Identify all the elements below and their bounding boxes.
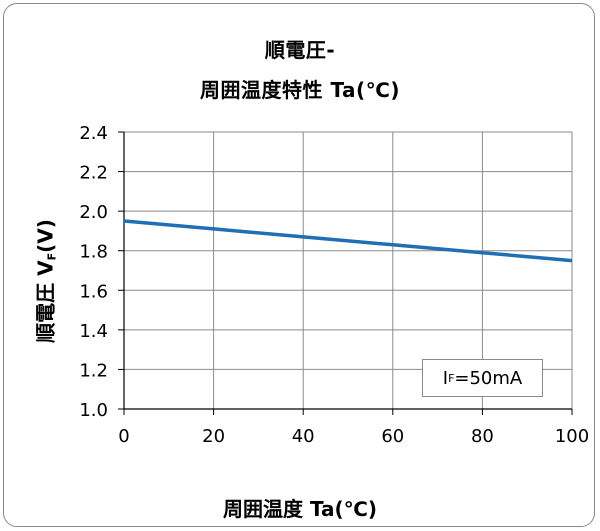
y-tick-label: 1.0 [79, 400, 108, 421]
y-tick-label: 1.4 [79, 321, 108, 342]
x-tick-label: 60 [381, 426, 404, 447]
y-tick-label: 1.2 [79, 360, 108, 381]
y-tick-label: 2.4 [79, 123, 108, 144]
annotation-box: I F =50mA [422, 359, 543, 397]
chart-title-line1: 順電圧- [264, 38, 336, 62]
axes [118, 131, 573, 415]
chart-frame [3, 3, 595, 527]
chart-title-line2: 周囲温度特性 Ta(℃) [199, 78, 401, 102]
annotation-subscript: F [448, 371, 455, 385]
x-tick-label: 100 [555, 426, 589, 447]
y-tick-label: 2.2 [79, 163, 108, 184]
y-tick-label: 2.0 [79, 202, 108, 223]
x-tick-label: 20 [202, 426, 225, 447]
series-line [123, 219, 573, 263]
x-tick-label: 0 [118, 426, 129, 447]
series-group [123, 219, 573, 263]
annotation-prefix: I [442, 367, 449, 389]
x-tick-label: 80 [471, 426, 494, 447]
y-tick-label: 1.6 [79, 281, 108, 302]
x-axis-label: 周囲温度 Ta(℃) [222, 497, 378, 521]
x-tick-label: 40 [292, 426, 315, 447]
annotation-suffix: =50mA [454, 367, 523, 389]
tick-labels: 0 20 40 60 80 100 1.0 1.2 1.4 1.6 1.8 2.0 2.2 2.4 [79, 123, 589, 447]
y-tick-label: 1.8 [79, 242, 108, 263]
